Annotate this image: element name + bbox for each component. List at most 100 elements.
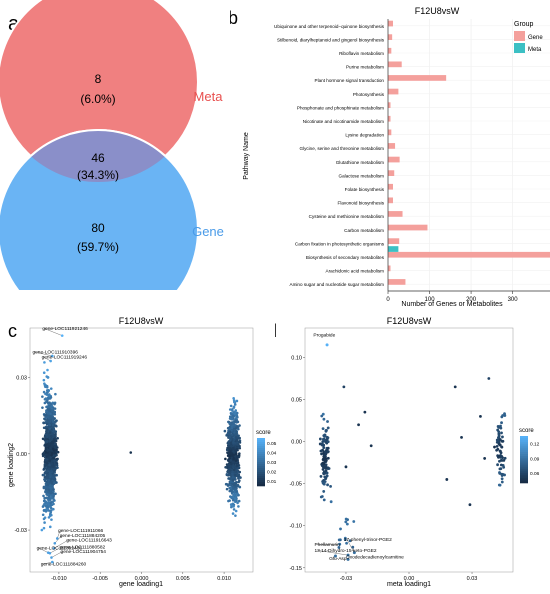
meta-point (345, 541, 348, 545)
gene-colorbar-segment (257, 450, 265, 453)
gene-point (50, 444, 54, 448)
gene-point (233, 483, 237, 487)
gene-point (48, 427, 51, 430)
gene-point (46, 418, 49, 422)
meta-point (320, 495, 324, 498)
meta-colorbar-segment (520, 465, 528, 468)
meta-point (329, 484, 332, 488)
meta-point (500, 439, 504, 443)
venn-overlap-pct: (34.3%) (77, 168, 119, 182)
gene-labeled-point (60, 334, 64, 337)
gene-point (234, 497, 237, 500)
meta-point (345, 522, 349, 526)
gene-point (47, 488, 50, 491)
gene-point (42, 371, 46, 375)
venn-meta-pct: (6.0%) (80, 92, 115, 106)
gene-point (55, 459, 58, 462)
meta-point (326, 426, 330, 430)
gene-point (48, 459, 52, 462)
meta-point (495, 444, 499, 448)
gene-colorbar-segment (257, 470, 265, 473)
meta-point (352, 520, 356, 523)
meta-labeled-point (325, 343, 329, 347)
bar-category-label: Galactose metabolism (339, 173, 385, 178)
gene-point (51, 426, 55, 429)
meta-point (320, 452, 323, 456)
bar-category-label: Lysine degradation (345, 133, 384, 138)
gene-label-leader (53, 539, 69, 549)
gene-point (234, 514, 237, 517)
meta-point (322, 417, 326, 421)
meta-colorbar-segment (520, 441, 528, 445)
gene-point (236, 447, 239, 451)
meta-point (321, 465, 325, 469)
gene-point (234, 420, 237, 423)
gene-point (236, 434, 240, 438)
bar-xtick-label: 0 (386, 297, 390, 303)
gene-point-label: gene-LOC111916643 (66, 538, 112, 544)
meta-point (495, 438, 499, 442)
gene-point (42, 494, 45, 498)
gene-point (50, 480, 54, 484)
bar-plot-area (388, 19, 550, 291)
bar-gene (388, 238, 400, 244)
meta-colorbar-segment (520, 445, 528, 449)
gene-point (55, 419, 58, 422)
gene-point (45, 375, 49, 378)
gene-point (229, 459, 232, 462)
bar-category-label: Folate biosynthesis (345, 187, 385, 192)
bar-gene (388, 34, 393, 40)
meta-point (445, 478, 449, 481)
gene-point (230, 426, 234, 430)
meta-point (319, 474, 323, 478)
gene-point (228, 446, 232, 450)
bar-category-label: Plant hormone signal transduction (315, 78, 385, 83)
bar-gene (388, 224, 428, 231)
gene-label-leader (38, 547, 49, 553)
gene-point (43, 502, 46, 506)
gene-point (238, 446, 242, 450)
gene-point (224, 457, 227, 461)
gene-point-label: gene-LOC111919246 (42, 355, 88, 361)
gene-xtick-label: -0.005 (92, 576, 108, 582)
meta-point (357, 423, 360, 427)
gene-point (48, 471, 52, 475)
gene-point (50, 451, 54, 455)
meta-label-leader (317, 550, 349, 556)
gene-point (236, 501, 239, 505)
meta-point (324, 429, 328, 432)
gene-point (49, 446, 52, 450)
gene-point (228, 415, 232, 418)
gene-point (50, 518, 53, 521)
gene-point (234, 473, 237, 477)
gene-point (50, 477, 53, 481)
bar-category-label: Ubiquinone and other terpenoid−quinone b… (274, 24, 385, 29)
gene-point (54, 453, 58, 457)
gene-label-leader (57, 530, 61, 539)
gene-labeled-point (49, 359, 52, 363)
gene-point (47, 482, 50, 485)
gene-point (231, 433, 234, 437)
gene-point (55, 451, 59, 454)
gene-point (55, 448, 58, 452)
meta-point (322, 462, 326, 466)
gene-point (231, 446, 235, 450)
meta-colorbar-segment (520, 437, 528, 441)
gene-scatter-title: F12U8vsW (119, 316, 164, 326)
bar-gene (388, 170, 395, 176)
bar-category-label: Nicotinate and nicotinamide metabolism (303, 119, 384, 124)
gene-point (231, 409, 234, 412)
gene-point (229, 441, 233, 445)
meta-point (499, 458, 503, 462)
gene-colorbar-segment (257, 476, 265, 479)
gene-colorbar-segment (257, 460, 265, 463)
meta-ytick-label: -0.15 (289, 566, 302, 572)
gene-point (228, 451, 232, 455)
gene-point (44, 508, 47, 512)
gene-label-leader (49, 546, 62, 554)
gene-point (51, 465, 55, 468)
gene-point (237, 455, 241, 458)
gene-point (48, 423, 51, 427)
meta-point (369, 444, 373, 448)
gene-labeled-point (52, 547, 56, 550)
